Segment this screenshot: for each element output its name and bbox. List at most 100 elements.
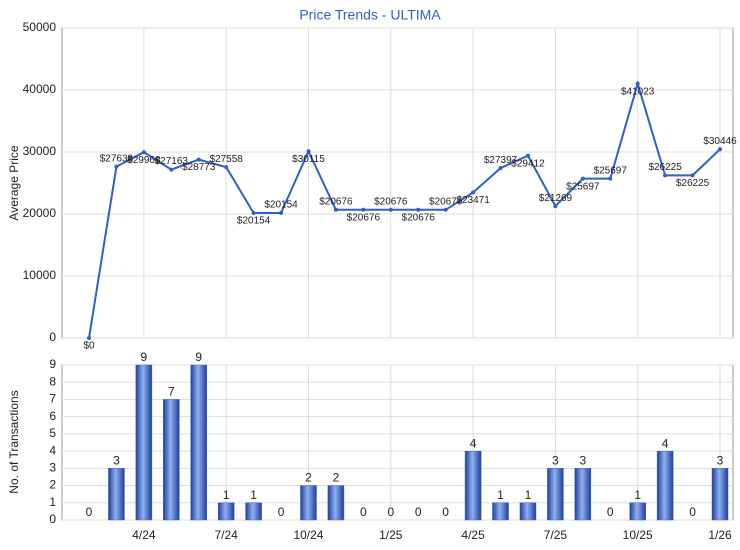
value-label: 3 (579, 454, 586, 468)
point (388, 207, 393, 212)
x-tick-label: 10/24 (293, 528, 323, 542)
y-tick-label: 30000 (23, 144, 57, 158)
bar (163, 399, 180, 521)
x-tick-label: 10/25 (623, 528, 653, 542)
price-line (88, 80, 721, 339)
value-label: 0 (387, 505, 394, 519)
point (251, 211, 256, 216)
value-label: 0 (689, 505, 696, 519)
value-label: $0 (83, 341, 95, 352)
value-label: $20154 (237, 216, 271, 227)
y-tick-label: 20000 (23, 206, 57, 220)
value-label: $20676 (347, 212, 381, 223)
point (141, 150, 146, 155)
bar (300, 485, 317, 521)
y-axis-label: Average Price (7, 145, 21, 220)
y-tick-label: 0 (49, 512, 56, 526)
bar (464, 450, 482, 521)
value-label: 3 (552, 454, 559, 468)
y-tick-label: 3 (49, 461, 56, 475)
value-label: 3 (113, 454, 120, 468)
point (471, 190, 476, 195)
bar (135, 364, 153, 521)
value-label: $25697 (594, 165, 628, 176)
value-label: $20676 (402, 212, 436, 223)
point (416, 207, 421, 212)
x-tick-label: 4/25 (461, 528, 485, 542)
bar (574, 468, 592, 521)
y-tick-label: 2 (49, 478, 56, 492)
point (525, 153, 530, 158)
value-label: 2 (305, 471, 312, 485)
point (718, 147, 722, 152)
value-label: $26225 (648, 162, 682, 173)
y-tick-label: 0 (49, 330, 56, 344)
value-label: $30115 (292, 154, 325, 165)
x-tick-label: 1/26 (708, 528, 732, 542)
value-label: $27397 (484, 155, 518, 166)
value-label: 0 (442, 505, 449, 519)
chart-title: Price Trends - ULTIMA (299, 7, 441, 23)
value-label: 0 (415, 505, 422, 519)
value-label: 1 (497, 488, 504, 502)
value-label: $28773 (182, 162, 216, 173)
value-label: $30446 (703, 136, 737, 147)
bar (656, 450, 674, 521)
point (87, 336, 91, 340)
x-tick-label: 7/25 (544, 528, 568, 542)
point (306, 149, 311, 154)
value-label: $20676 (319, 196, 353, 207)
value-label: 9 (141, 350, 148, 364)
value-label: 0 (278, 505, 285, 519)
value-label: $23471 (456, 195, 490, 206)
value-label: 7 (168, 385, 175, 399)
value-label: $20154 (264, 200, 298, 211)
value-label: $21269 (539, 193, 573, 204)
point (224, 165, 229, 170)
bar (629, 502, 646, 521)
value-label: 2 (333, 471, 340, 485)
point (663, 173, 668, 178)
point (169, 167, 174, 172)
x-tick-label: 1/25 (379, 528, 403, 542)
point (635, 81, 640, 86)
value-label: $26225 (676, 178, 710, 189)
value-label: 4 (662, 436, 669, 450)
plot-area (61, 27, 734, 339)
point (361, 207, 366, 212)
bar (547, 468, 564, 521)
point (279, 211, 284, 216)
value-label: 9 (195, 350, 202, 364)
value-label: $20676 (374, 196, 408, 207)
y-tick-label: 4 (49, 443, 56, 457)
value-label: 1 (223, 488, 230, 502)
bar (217, 502, 235, 521)
y-tick-label: 40000 (23, 82, 57, 96)
bar (190, 364, 207, 521)
plot-area (61, 364, 734, 521)
value-label: $25697 (566, 181, 600, 192)
value-label: $27163 (155, 156, 189, 167)
value-label: 1 (634, 488, 641, 502)
value-label: 0 (86, 505, 93, 519)
y-tick-label: 7 (49, 392, 56, 406)
value-label: $41023 (621, 86, 655, 97)
y-tick-label: 9 (49, 357, 56, 371)
value-label: $27558 (209, 154, 243, 165)
point (443, 207, 448, 212)
x-tick-label: 7/24 (214, 528, 238, 542)
value-label: 3 (717, 454, 724, 468)
value-label: $29412 (511, 158, 545, 169)
bar (245, 502, 262, 521)
value-label: 0 (360, 505, 367, 519)
point (333, 207, 338, 212)
point (196, 157, 201, 162)
y-tick-label: 6 (49, 409, 56, 423)
bar (327, 485, 345, 521)
bar (108, 468, 125, 521)
value-label: $20676 (429, 196, 463, 207)
point (553, 204, 558, 209)
y-axis-label: No. of Transactions (7, 390, 21, 493)
y-tick-label: 50000 (23, 20, 57, 34)
point (114, 164, 119, 169)
